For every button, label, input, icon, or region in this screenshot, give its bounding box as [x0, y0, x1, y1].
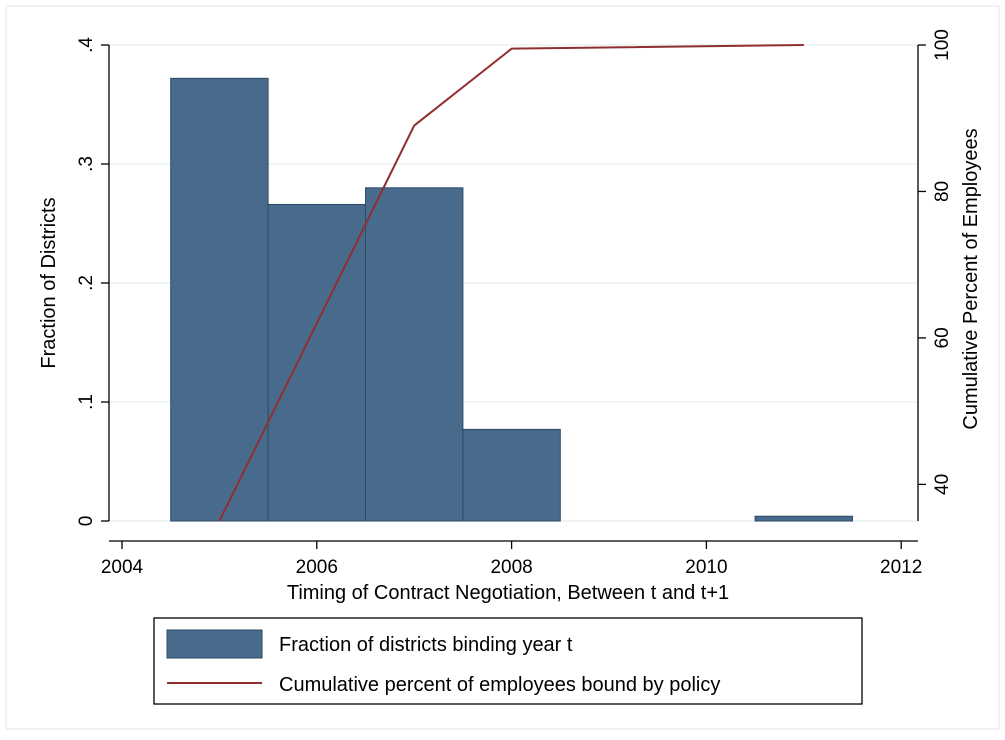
x-tick-label: 2010 — [685, 557, 727, 578]
bar-series — [170, 77, 853, 522]
y-tick-label: .1 — [76, 394, 97, 410]
cumulative-line — [218, 44, 804, 522]
axes: 0 .1 .2 .3 .4 40 60 80 100 2004 2006 2008 2010 2012 — [76, 29, 953, 578]
y-tick-label: 0 — [76, 516, 97, 527]
x-tick-label: 2006 — [296, 557, 338, 578]
bar — [170, 77, 269, 522]
line-series — [218, 44, 804, 522]
legend: Fraction of districts binding year t Cum… — [153, 617, 863, 705]
x-tick-label: 2008 — [490, 557, 532, 578]
legend-label-bars: Fraction of districts binding year t — [279, 634, 573, 656]
y-tick-label: .4 — [76, 37, 97, 53]
y2-tick-label: 60 — [932, 327, 953, 348]
y2-tick-label: 40 — [932, 474, 953, 495]
bar — [754, 515, 853, 522]
bar — [365, 187, 464, 522]
legend-swatch-bar — [166, 629, 263, 659]
y2-tick-label: 100 — [932, 29, 953, 61]
y-tick-label: .2 — [76, 275, 97, 291]
y2-tick-label: 80 — [932, 181, 953, 202]
y-axis-title: Fraction of Districts — [38, 197, 60, 368]
legend-box — [153, 617, 863, 705]
x-tick-label: 2004 — [101, 557, 144, 578]
bar — [462, 428, 561, 522]
x-axis-title: Timing of Contract Negotiation, Between … — [287, 582, 729, 604]
y2-axis-title: Cumulative Percent of Employees — [960, 128, 982, 429]
legend-label-line: Cumulative percent of employees bound by… — [279, 674, 720, 696]
y-tick-label: .3 — [76, 156, 97, 172]
x-tick-label: 2012 — [880, 557, 922, 578]
